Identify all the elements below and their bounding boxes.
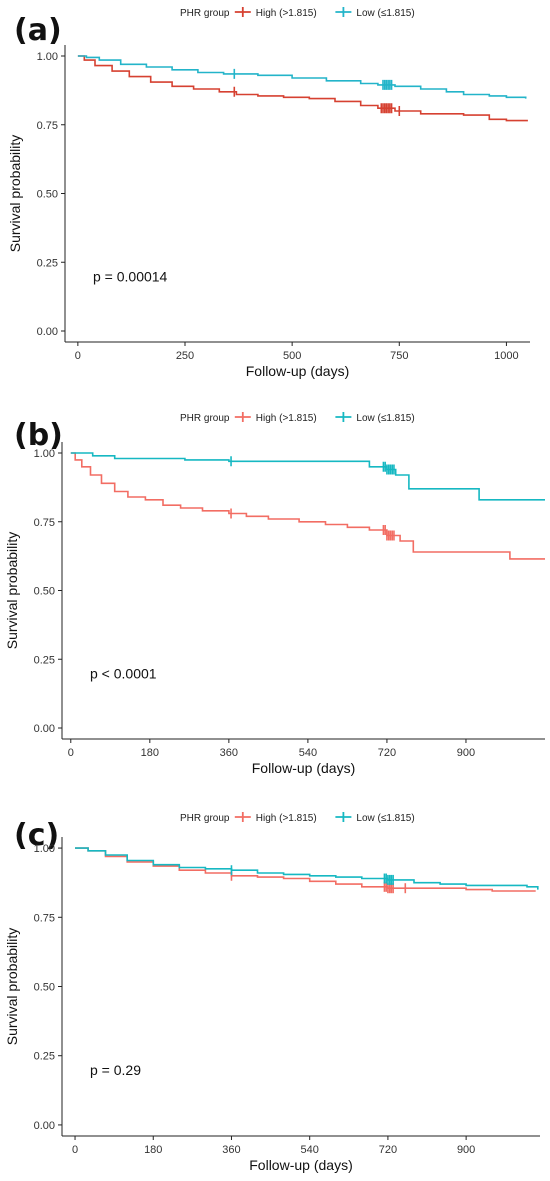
panel-label: (c)	[14, 818, 59, 853]
x-tick-label: 500	[283, 350, 301, 362]
y-tick-label: 0.25	[34, 654, 55, 666]
y-tick-label: 0.50	[34, 982, 55, 994]
p-value-annotation: p = 0.29	[90, 1062, 141, 1078]
y-tick-label: 0.75	[34, 517, 55, 529]
survival-curve-low	[70, 452, 545, 501]
y-tick-label: 1.00	[34, 448, 55, 460]
legend-title: PHR group	[180, 413, 230, 424]
x-tick-label: 900	[457, 1144, 475, 1156]
x-tick-label: 540	[301, 1144, 319, 1156]
p-value-annotation: p < 0.0001	[90, 666, 157, 682]
x-tick-label: 0	[75, 350, 81, 362]
survival-chart-c: (c) PHR group High (>1.815) Low (≤1.815) 0.0…	[0, 805, 550, 1181]
x-tick-label: 180	[144, 1144, 162, 1156]
y-axis-title: Survival probability	[4, 928, 20, 1046]
x-axis-title: Follow-up (days)	[249, 1157, 352, 1173]
survival-curve-high	[70, 452, 545, 560]
survival-chart-a: (a) PHR group High (>1.815) Low (≤1.815) 0.0…	[0, 0, 550, 392]
panel-label: (a)	[14, 13, 62, 48]
x-tick-label: 720	[378, 747, 396, 759]
survival-curve-low	[77, 55, 527, 99]
y-axis-title: Survival probability	[7, 135, 23, 253]
survival-chart-b: (b) PHR group High (>1.815) Low (≤1.815) 0.0…	[0, 405, 550, 792]
legend-label: Low (≤1.815)	[356, 8, 414, 19]
x-tick-label: 0	[72, 1144, 78, 1156]
y-tick-label: 0.00	[34, 723, 55, 735]
p-value-annotation: p = 0.00014	[93, 269, 168, 285]
y-axis-title: Survival probability	[4, 532, 20, 650]
legend-entry-1: High (>1.815)	[234, 7, 317, 19]
legend-label: Low (≤1.815)	[356, 413, 414, 424]
x-tick-label: 360	[220, 747, 238, 759]
y-tick-label: 0.50	[34, 586, 55, 598]
legend-label: High (>1.815)	[256, 8, 317, 19]
legend-entry-2: Low (≤1.815)	[335, 7, 415, 19]
chart-svg: (c) PHR group High (>1.815) Low (≤1.815) 0.0…	[4, 812, 540, 1173]
y-tick-label: 0.00	[34, 1120, 55, 1132]
x-tick-label: 720	[379, 1144, 397, 1156]
x-axis-title: Follow-up (days)	[246, 363, 349, 379]
y-tick-label: 1.00	[37, 51, 58, 63]
legend-title: PHR group	[180, 8, 230, 19]
legend-title: PHR group	[180, 813, 230, 824]
x-tick-label: 900	[457, 747, 475, 759]
x-tick-label: 750	[390, 350, 408, 362]
x-tick-label: 0	[68, 747, 74, 759]
x-tick-label: 180	[141, 747, 159, 759]
y-tick-label: 0.25	[34, 1051, 55, 1063]
legend-entry-1: High (>1.815)	[234, 412, 317, 424]
x-axis-title: Follow-up (days)	[252, 760, 355, 776]
survival-curve-low	[75, 847, 539, 890]
y-tick-label: 0.75	[34, 912, 55, 924]
y-tick-label: 0.50	[37, 189, 58, 201]
legend-entry-1: High (>1.815)	[234, 812, 317, 824]
y-tick-label: 0.25	[37, 257, 58, 269]
chart-svg: (a) PHR group High (>1.815) Low (≤1.815) 0.0…	[7, 7, 530, 379]
survival-curve-high	[77, 55, 528, 122]
panel-label: (b)	[14, 418, 63, 453]
y-tick-label: 1.00	[34, 843, 55, 855]
y-tick-label: 0.75	[37, 120, 58, 132]
chart-svg: (b) PHR group High (>1.815) Low (≤1.815) 0.0…	[4, 412, 545, 776]
legend-label: High (>1.815)	[256, 813, 317, 824]
x-tick-label: 1000	[494, 350, 518, 362]
legend-label: High (>1.815)	[256, 413, 317, 424]
x-tick-label: 360	[222, 1144, 240, 1156]
y-tick-label: 0.00	[37, 326, 58, 338]
legend-entry-2: Low (≤1.815)	[335, 812, 415, 824]
x-tick-label: 540	[299, 747, 317, 759]
x-tick-label: 250	[176, 350, 194, 362]
legend-entry-2: Low (≤1.815)	[335, 412, 415, 424]
legend-label: Low (≤1.815)	[356, 813, 414, 824]
